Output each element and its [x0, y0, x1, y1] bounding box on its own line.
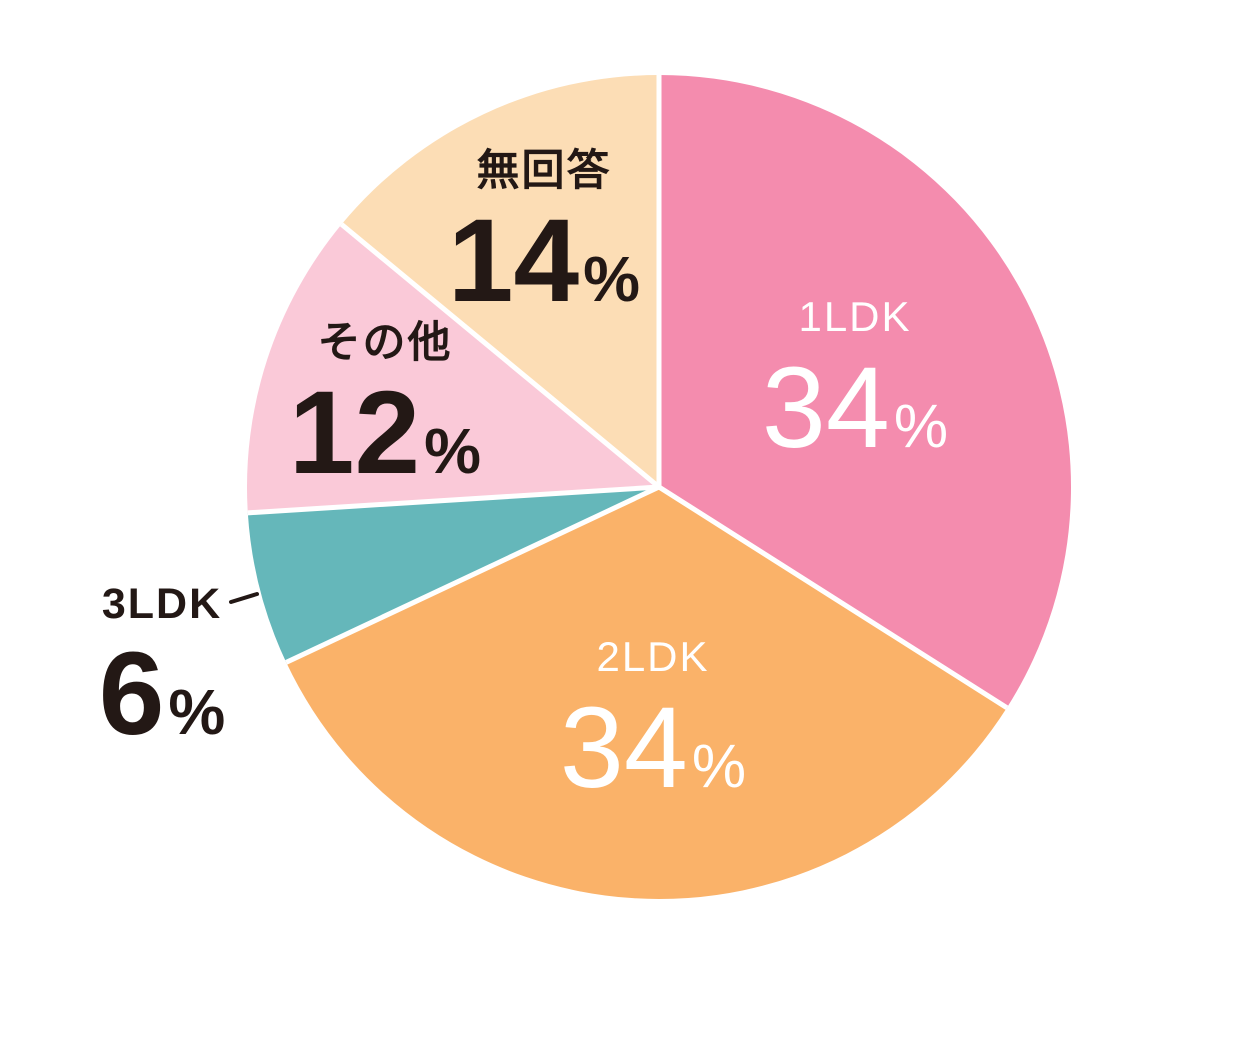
- slice-value-text-mukaitou: 14%: [448, 195, 640, 327]
- slice-label-text-mukaitou: 無回答: [477, 147, 612, 195]
- percent-sign: %: [692, 732, 746, 800]
- pie-slice-sonota: [247, 224, 659, 513]
- slice-label-text-sonota: その他: [318, 319, 453, 367]
- pie-slice-2ldk: [286, 487, 1007, 899]
- percent-sign: %: [583, 243, 640, 315]
- slice-separator: [339, 222, 661, 489]
- slice-separator: [657, 484, 1009, 710]
- slice-separator: [247, 484, 660, 516]
- slice-value-text-3ldk: 6%: [99, 628, 226, 760]
- slice-label-text-2ldk: 2LDK: [596, 633, 709, 680]
- percent-sign: %: [894, 392, 948, 460]
- slice-value-text-sonota: 12%: [289, 367, 481, 499]
- leader-line-3ldk: [229, 592, 259, 604]
- percent-sign: %: [168, 676, 225, 748]
- slice-label-text-3ldk: 3LDK: [102, 580, 222, 628]
- slice-label-text-1ldk: 1LDK: [798, 293, 911, 340]
- pie-slice-3ldk: [247, 487, 659, 663]
- slice-value-text-2ldk: 34%: [560, 684, 746, 812]
- slice-separator: [285, 484, 661, 665]
- slice-value-text-1ldk: 34%: [762, 344, 948, 472]
- percent-sign: %: [424, 415, 481, 487]
- pie-slice-mukaitou: [341, 74, 659, 488]
